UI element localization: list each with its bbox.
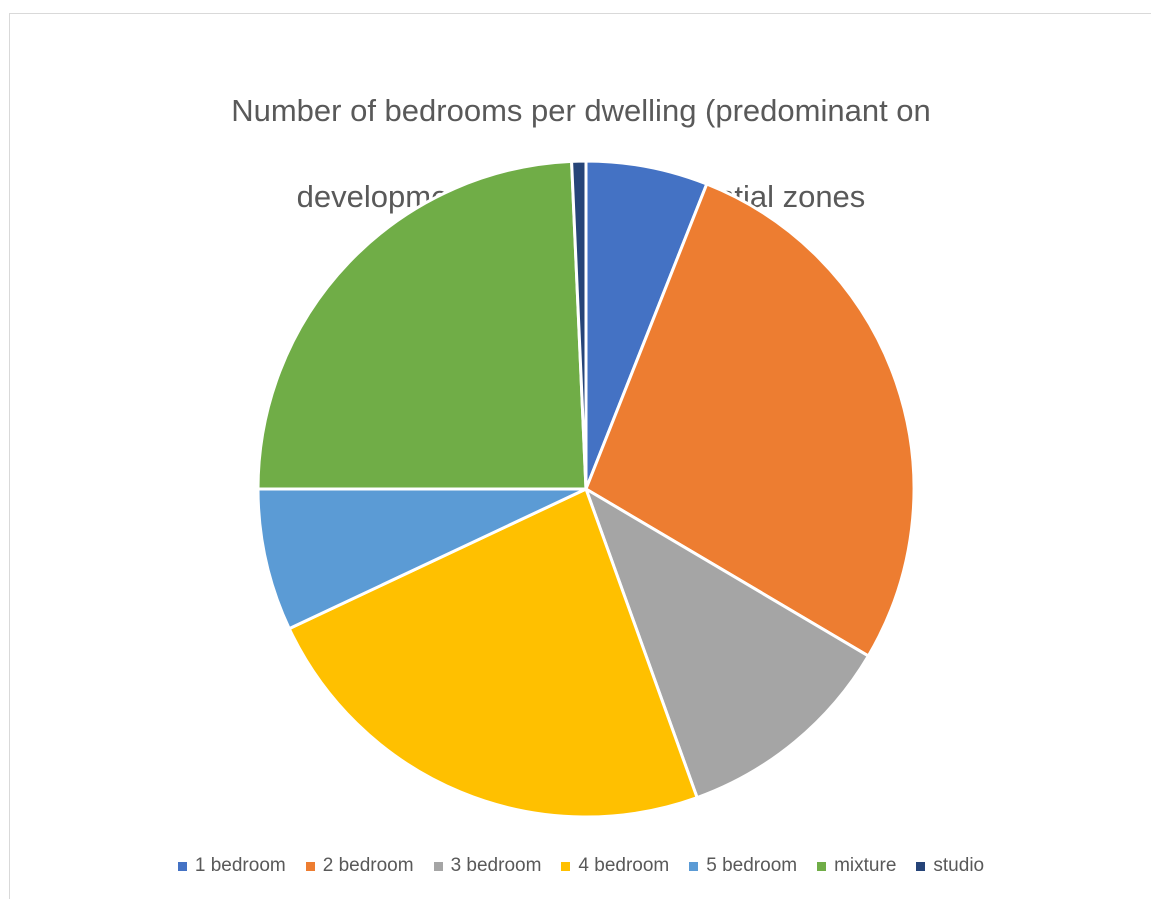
- legend-label-3-bedroom: 3 bedroom: [450, 855, 542, 876]
- pie-slice-1-bedroom: [584, 159, 709, 491]
- legend-item-1-bedroom: 1 bedroom: [177, 855, 286, 877]
- pie-slice-2-bedroom: [584, 182, 916, 658]
- legend-item-mixture: mixture: [817, 855, 896, 877]
- legend-label-studio: studio: [933, 855, 985, 876]
- pie-slice-5-bedroom: [256, 487, 588, 631]
- legend-swatch-4-bedroom: [561, 861, 571, 871]
- chart-area: Number of bedrooms per dwelling (predomi…: [9, 13, 1151, 899]
- legend-item-5-bedroom: 5 bedroom: [689, 855, 797, 877]
- legend-item-3-bedroom: 3 bedroom: [433, 855, 542, 877]
- pie-chart: [256, 159, 916, 819]
- legend-label-2-bedroom: 2 bedroom: [322, 855, 414, 876]
- pie-slice-3-bedroom: [584, 487, 870, 800]
- legend-label-1-bedroom: 1 bedroom: [194, 855, 286, 876]
- legend-item-studio: studio: [916, 855, 984, 877]
- legend-swatch-2-bedroom: [305, 861, 315, 871]
- legend-label-mixture: mixture: [834, 855, 897, 876]
- legend-swatch-mixture: [817, 861, 827, 871]
- legend-item-4-bedroom: 4 bedroom: [561, 855, 669, 877]
- legend-label-5-bedroom: 5 bedroom: [706, 855, 798, 876]
- pie-slice-4-bedroom: [287, 487, 699, 819]
- pie-slice-studio: [570, 159, 588, 491]
- legend-swatch-studio: [916, 861, 926, 871]
- legend-label-4-bedroom: 4 bedroom: [578, 855, 670, 876]
- pie-slice-mixture: [256, 159, 588, 491]
- pie-slices: [256, 159, 916, 819]
- legend-swatch-1-bedroom: [177, 861, 187, 871]
- legend-item-2-bedroom: 2 bedroom: [305, 855, 414, 877]
- legend-swatch-5-bedroom: [689, 861, 699, 871]
- chart-legend: 1 bedroom 2 bedroom 3 bedroom 4 bedroom 5 be…: [10, 855, 1151, 877]
- legend-swatch-3-bedroom: [433, 861, 443, 871]
- chart-title-line-1: Number of bedrooms per dwelling (predomi…: [231, 93, 931, 128]
